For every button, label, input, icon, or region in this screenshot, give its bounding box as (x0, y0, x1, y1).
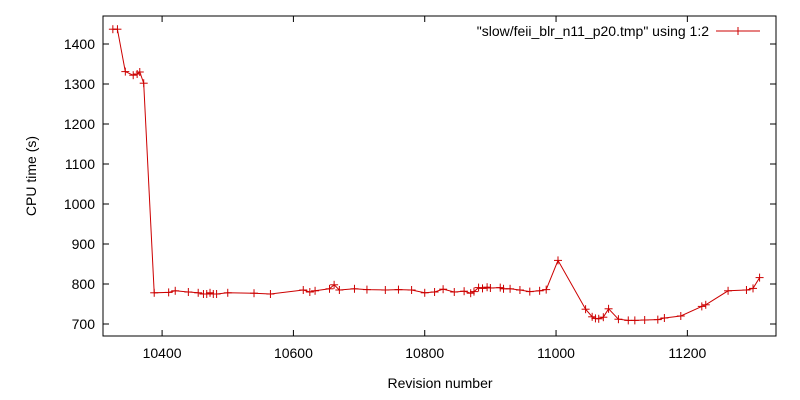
y-tick-label: 1200 (64, 116, 95, 132)
data-point (640, 316, 649, 324)
data-point (755, 273, 764, 282)
data-point (129, 71, 138, 80)
data-point (599, 313, 608, 322)
legend: "slow/feii_blr_n11_p20.tmp" using 1:2 (477, 23, 760, 39)
data-point (335, 286, 344, 294)
data-point (325, 284, 334, 293)
data-point (450, 288, 459, 296)
data-point (430, 288, 439, 296)
plot-frame (102, 15, 777, 337)
data-point (439, 285, 448, 294)
y-axis-title: CPU time (s) (23, 136, 39, 216)
data-point (486, 284, 495, 292)
x-tick-label: 11200 (668, 345, 706, 361)
y-tick-label: 800 (72, 276, 96, 292)
y-tick-label: 1000 (64, 196, 95, 212)
data-point (350, 284, 359, 293)
x-tick-label: 10600 (274, 345, 313, 361)
y-tick-label: 900 (72, 236, 96, 252)
data-point (460, 287, 469, 296)
data-point (697, 302, 706, 311)
data-point (483, 283, 492, 292)
data-point (496, 283, 505, 292)
data-point (742, 286, 751, 294)
data-point (121, 67, 130, 76)
data-point (554, 256, 563, 265)
data-point (184, 288, 193, 296)
data-point (139, 79, 148, 88)
y-tick-label: 1400 (64, 36, 95, 52)
legend-marker (734, 27, 742, 35)
series-layer (108, 25, 764, 325)
x-axis-ticks: 10400 10600 10800 11000 11200 (143, 16, 707, 361)
data-point (223, 288, 232, 297)
data-point (164, 288, 173, 297)
data-point (474, 283, 483, 292)
x-tick-label: 10800 (405, 345, 444, 361)
data-point (515, 286, 524, 294)
data-point (535, 286, 544, 295)
data-point (478, 284, 487, 293)
data-point (676, 312, 685, 320)
data-point (614, 315, 623, 324)
data-point (630, 316, 639, 325)
data-point (330, 280, 339, 289)
data-point (206, 288, 215, 297)
data-point (469, 287, 478, 296)
data-point (525, 287, 534, 296)
legend-point-marker (734, 27, 742, 35)
y-tick-label: 1300 (64, 76, 95, 92)
data-point (212, 290, 221, 298)
data-point (660, 314, 669, 322)
data-point (749, 284, 758, 293)
data-point (194, 288, 203, 297)
y-axis-ticks: 700 800 900 1000 1100 1200 1300 1400 (64, 36, 776, 332)
data-point (394, 285, 403, 294)
data-point (150, 288, 159, 297)
data-point (588, 312, 597, 321)
data-point (701, 300, 710, 309)
data-point (135, 68, 144, 76)
data-point (466, 289, 475, 298)
data-point (407, 286, 416, 294)
data-point (506, 284, 515, 293)
data-point (381, 286, 390, 294)
data-point (420, 288, 429, 297)
data-point (604, 304, 613, 313)
data-point (113, 25, 122, 34)
series-line (112, 28, 761, 321)
data-point (724, 286, 733, 295)
data-point (250, 289, 259, 298)
data-point (299, 286, 308, 294)
data-point (653, 315, 662, 324)
data-point (305, 288, 314, 296)
data-point (581, 305, 590, 314)
y-tick-label: 700 (72, 316, 96, 332)
data-point (542, 285, 551, 294)
data-point (171, 286, 180, 295)
data-point (594, 314, 603, 323)
data-point (266, 290, 275, 298)
data-point (362, 285, 371, 294)
x-axis-title: Revision number (387, 375, 492, 391)
legend-label: "slow/feii_blr_n11_p20.tmp" using 1:2 (477, 23, 709, 39)
x-tick-label: 11000 (537, 345, 575, 361)
x-tick-label: 10400 (143, 345, 182, 361)
data-point (311, 286, 320, 295)
y-tick-label: 1100 (65, 156, 95, 172)
